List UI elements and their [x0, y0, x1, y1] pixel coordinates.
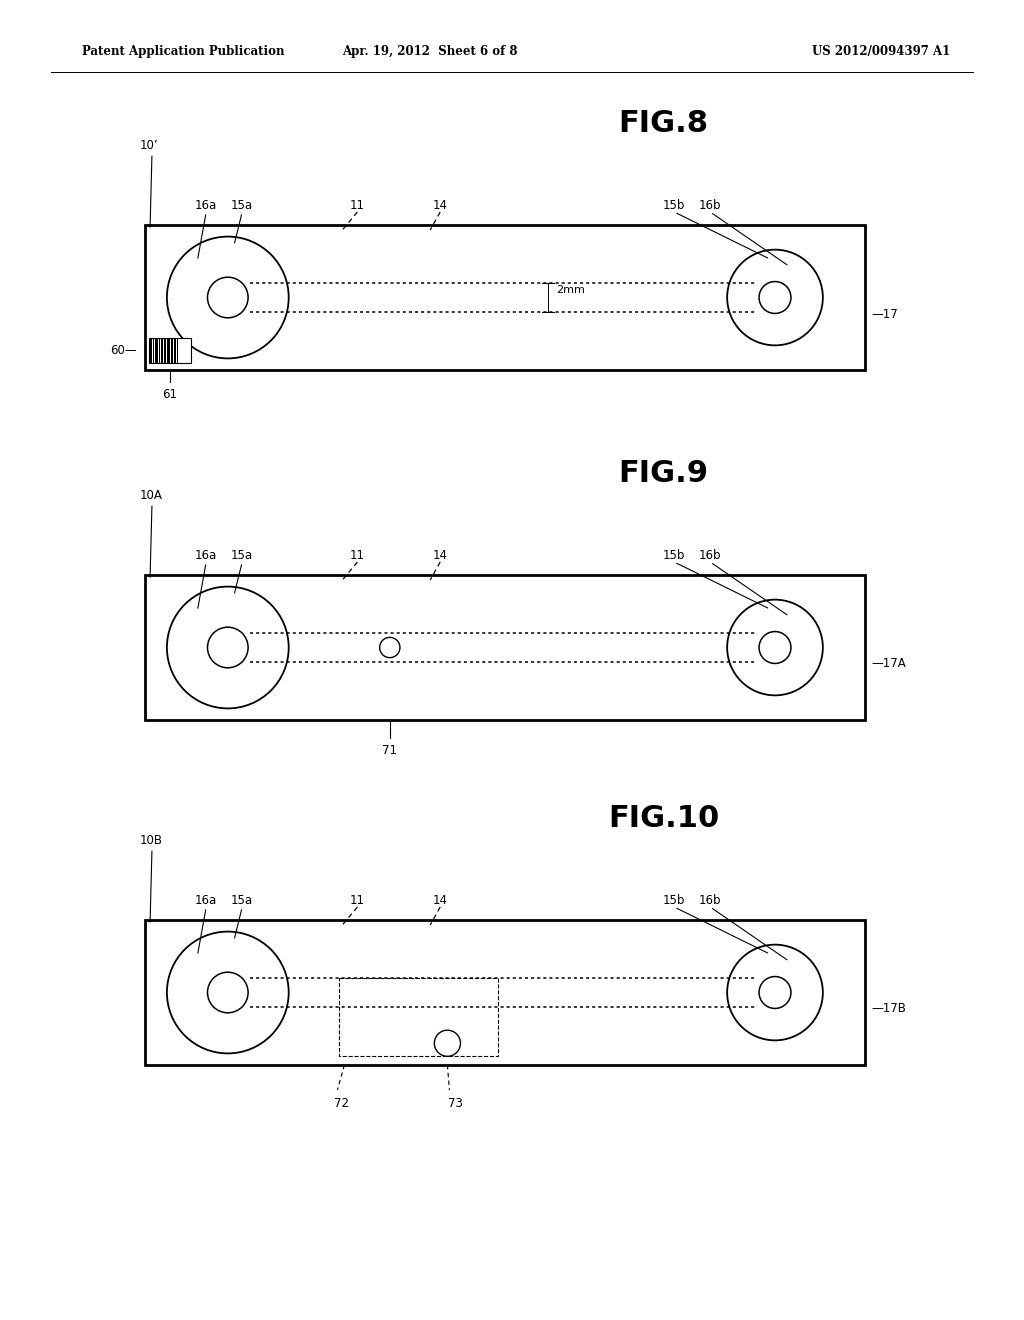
Circle shape: [727, 249, 823, 346]
Bar: [167, 338, 170, 363]
Text: —17: —17: [871, 308, 898, 321]
Bar: [150, 338, 152, 363]
Text: FIG.10: FIG.10: [608, 804, 719, 833]
Text: 14: 14: [433, 894, 447, 907]
Circle shape: [208, 277, 248, 318]
Text: US 2012/0094397 A1: US 2012/0094397 A1: [812, 45, 950, 58]
Bar: [171, 338, 173, 363]
Bar: [177, 338, 178, 363]
Bar: [145, 576, 865, 719]
Circle shape: [727, 599, 823, 696]
Circle shape: [167, 586, 289, 709]
Bar: [155, 338, 158, 363]
Text: 15b: 15b: [663, 549, 685, 562]
Text: 15b: 15b: [663, 199, 685, 213]
Text: 11: 11: [350, 549, 365, 562]
Text: 10B: 10B: [140, 834, 163, 846]
Text: 11: 11: [350, 199, 365, 213]
Text: FIG.8: FIG.8: [618, 110, 709, 139]
Text: 11: 11: [350, 894, 365, 907]
Bar: [153, 338, 155, 363]
Text: 72: 72: [334, 1097, 349, 1110]
Text: 15a: 15a: [231, 199, 253, 213]
Text: 10A: 10A: [140, 488, 163, 502]
Text: 15a: 15a: [231, 549, 253, 562]
Bar: [145, 224, 865, 370]
Circle shape: [167, 236, 289, 359]
Text: Patent Application Publication: Patent Application Publication: [82, 45, 285, 58]
Circle shape: [759, 631, 791, 664]
Text: 14: 14: [433, 549, 447, 562]
Bar: [145, 920, 865, 1065]
Circle shape: [380, 638, 400, 657]
Text: 16a: 16a: [196, 199, 217, 213]
Text: Apr. 19, 2012  Sheet 6 of 8: Apr. 19, 2012 Sheet 6 of 8: [342, 45, 518, 58]
Bar: [173, 338, 176, 363]
Text: 60—: 60—: [111, 345, 137, 356]
Text: 14: 14: [433, 199, 447, 213]
Text: 61: 61: [163, 388, 177, 401]
Text: 16a: 16a: [196, 894, 217, 907]
Text: 15a: 15a: [231, 894, 253, 907]
Text: 73: 73: [447, 1097, 463, 1110]
Text: 16b: 16b: [699, 199, 722, 213]
Bar: [161, 338, 163, 363]
Circle shape: [727, 945, 823, 1040]
Bar: [159, 338, 160, 363]
Text: —17A: —17A: [871, 657, 906, 671]
Text: FIG.9: FIG.9: [618, 459, 709, 488]
Text: —17B: —17B: [871, 1002, 906, 1015]
Text: 2mm: 2mm: [556, 285, 585, 294]
Circle shape: [208, 627, 248, 668]
Bar: [164, 338, 166, 363]
Circle shape: [759, 977, 791, 1008]
Circle shape: [759, 281, 791, 313]
Text: 15b: 15b: [663, 894, 685, 907]
Circle shape: [434, 1030, 461, 1056]
Text: 16a: 16a: [196, 549, 217, 562]
Circle shape: [167, 932, 289, 1053]
Bar: [150, 338, 191, 363]
Text: 10’: 10’: [140, 139, 159, 152]
Bar: [339, 978, 498, 1056]
Text: 16b: 16b: [699, 894, 722, 907]
Circle shape: [208, 973, 248, 1012]
Text: 71: 71: [382, 744, 397, 756]
Text: 16b: 16b: [699, 549, 722, 562]
